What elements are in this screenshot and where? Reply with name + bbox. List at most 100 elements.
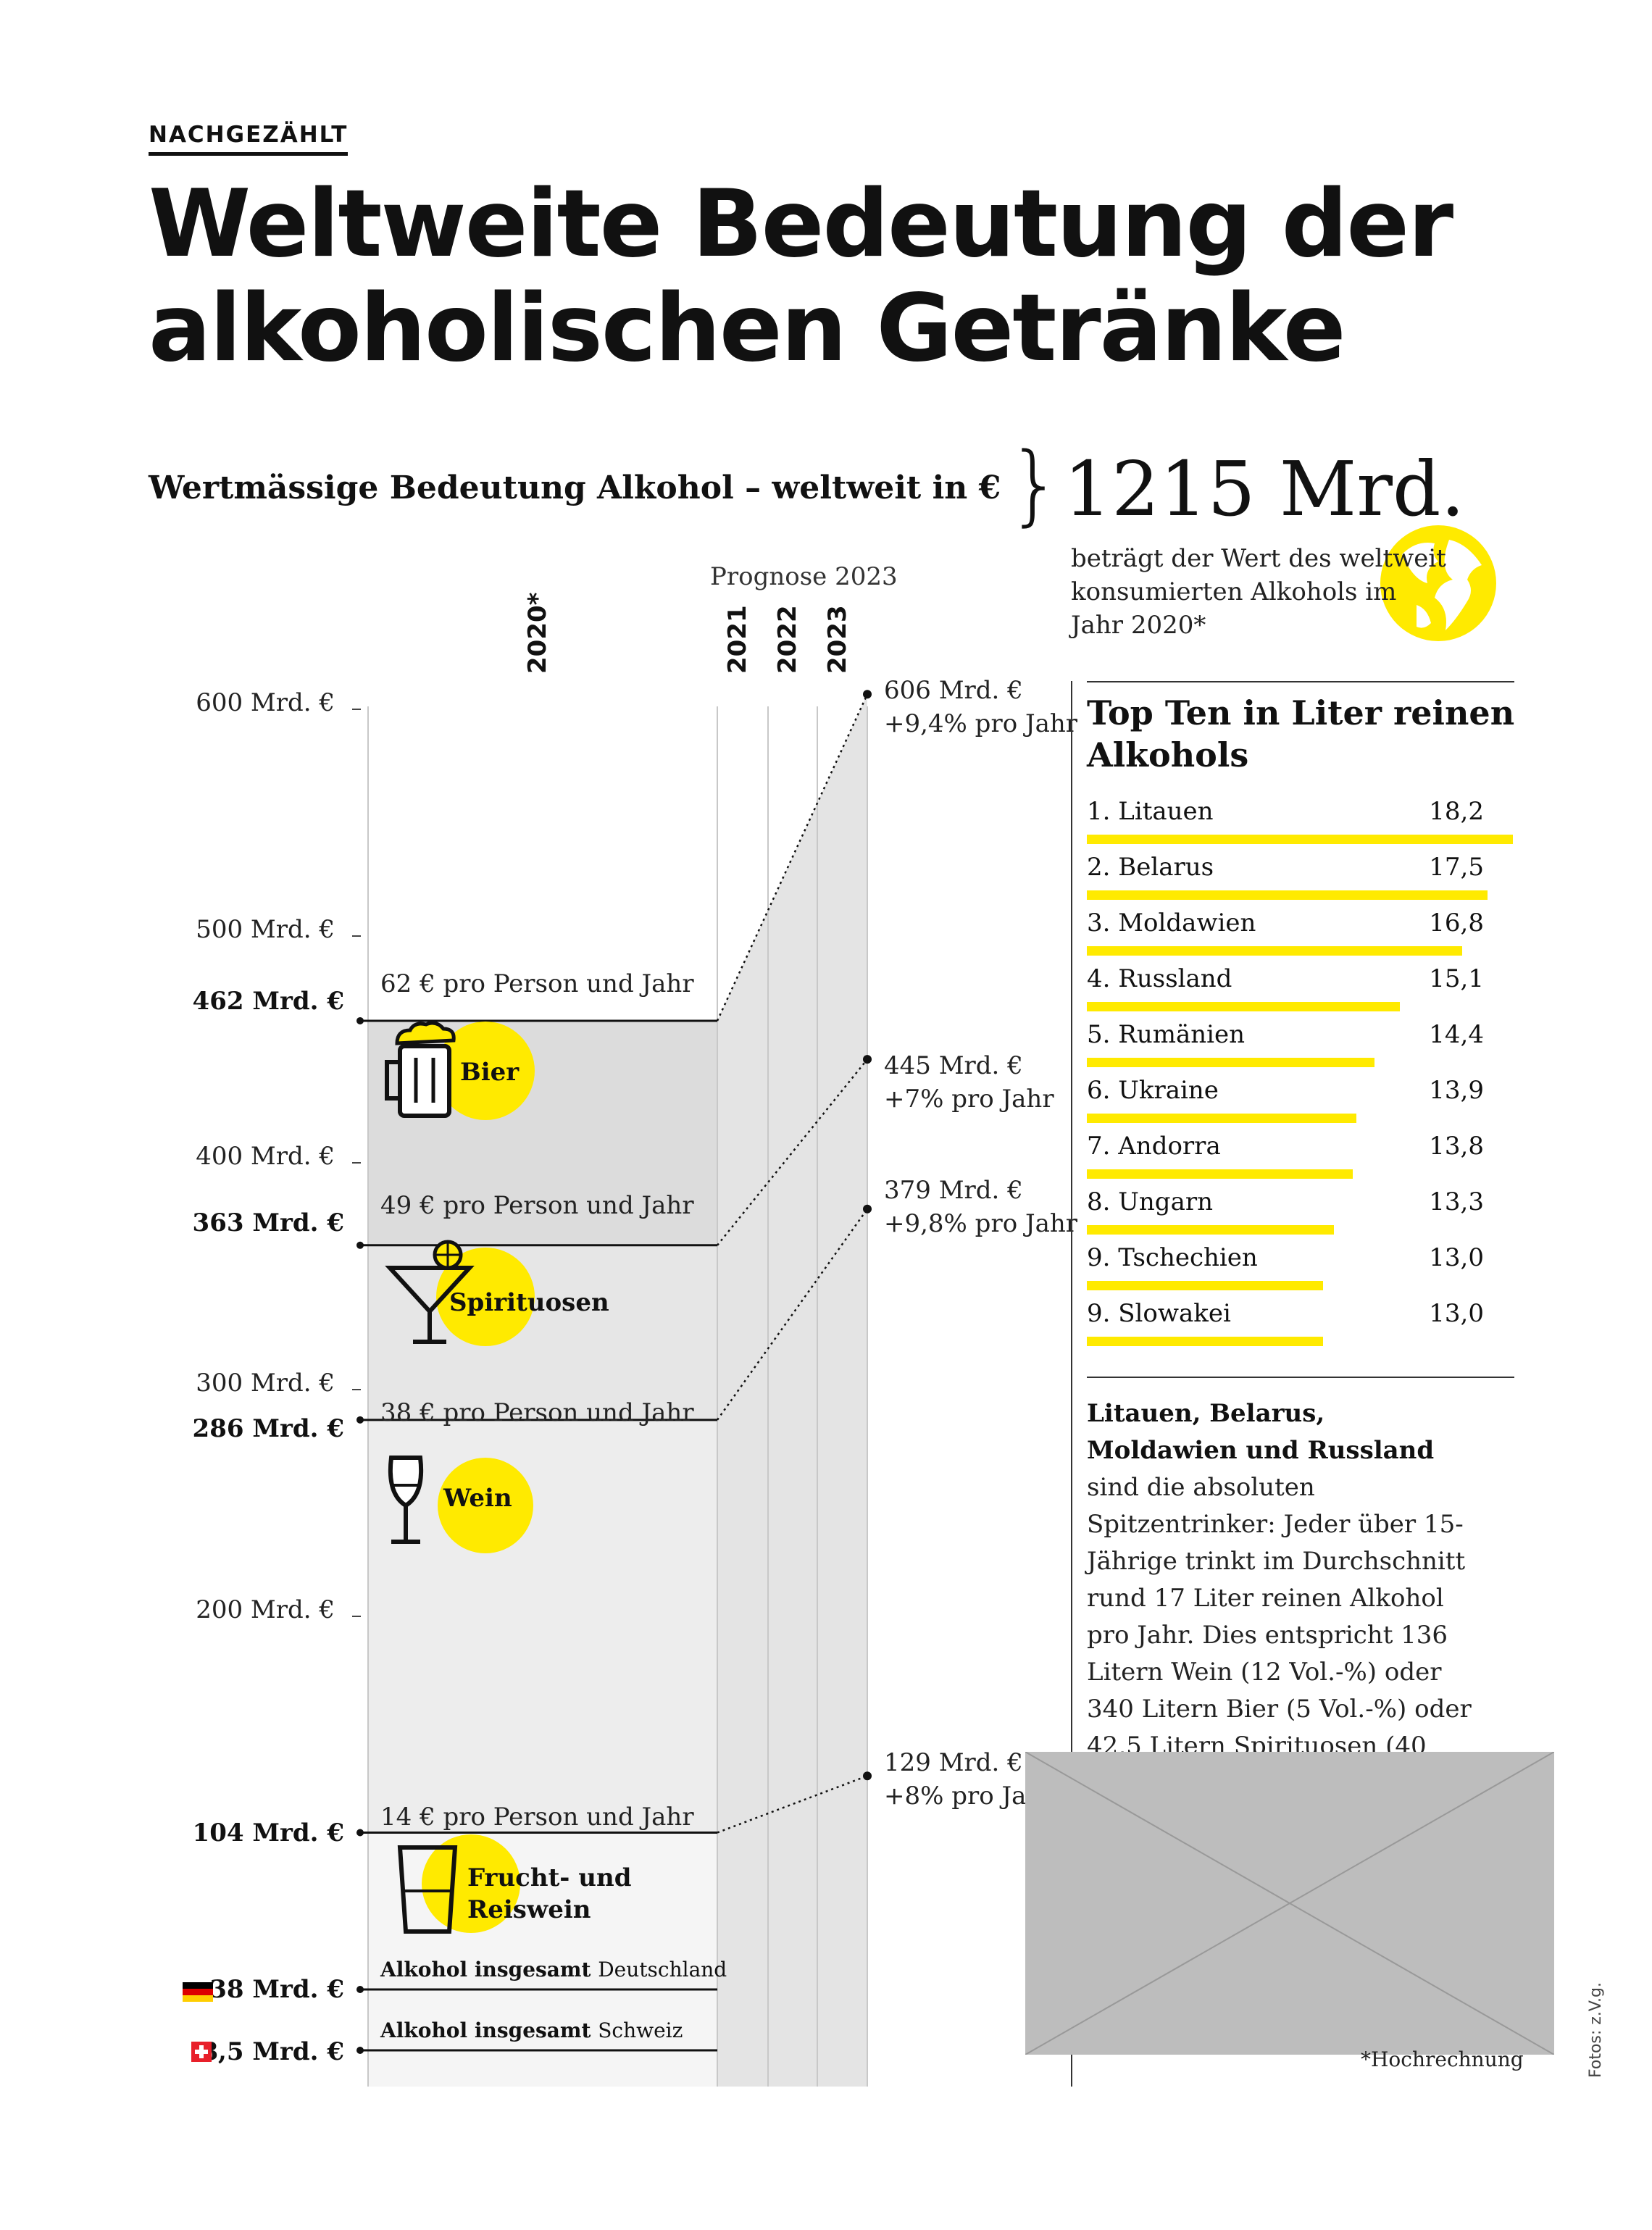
- forecast-value: 379 Mrd. €: [884, 1176, 1023, 1205]
- forecast-dot-bier: [863, 690, 872, 699]
- rank-name: 7. Andorra: [1087, 1132, 1221, 1161]
- forecast-connector-frucht-: [717, 1775, 868, 1834]
- rank-bar: [1087, 1169, 1353, 1179]
- rank-name: 4. Russland: [1087, 964, 1232, 993]
- beer-icon: [385, 1022, 535, 1120]
- list-item: 1. Litauen 18,2: [1087, 797, 1514, 848]
- total-schweiz: Alkohol insgesamt Schweiz: [380, 2018, 683, 2042]
- list-item: 8. Ungarn 13,3: [1087, 1187, 1514, 1238]
- value-dot-deutschland: [356, 1986, 364, 1993]
- list-item: 2. Belarus 17,5: [1087, 853, 1514, 903]
- top-ten-bottom-rule: [1087, 1377, 1514, 1378]
- rank-bar: [1087, 890, 1488, 900]
- rank-value: 14,4: [1429, 1020, 1484, 1049]
- value-label-spirituosen: 363 Mrd. €: [192, 1208, 344, 1237]
- y-tick: 400 Mrd. €: [196, 1142, 335, 1171]
- total-text: Alkohol insgesamt: [380, 2018, 591, 2042]
- note-body: sind die absoluten Spitzentrinker: Jeder…: [1087, 1473, 1472, 1797]
- value-dot-frucht-: [356, 1829, 364, 1837]
- rank-name: 1. Litauen: [1087, 797, 1214, 826]
- category-label-frucht: Frucht- und Reiswein: [467, 1863, 632, 1924]
- top-ten-title: Top Ten in Liter reinen Alkohols: [1087, 693, 1515, 774]
- band-spirituosen: [368, 1245, 717, 1420]
- forecast-wein: 379 Mrd. € +9,8% pro Jahr: [884, 1174, 1077, 1240]
- total-text: Alkohol insgesamt: [380, 1958, 591, 1981]
- wine-glass-icon: [388, 1456, 533, 1553]
- per-person-wein: 38 € pro Person und Jahr: [380, 1398, 694, 1427]
- category-label-wein: Wein: [443, 1484, 512, 1513]
- value-label-schweiz: 8,5 Mrd. €: [201, 2037, 344, 2066]
- rank-name: 2. Belarus: [1087, 853, 1214, 882]
- value-label-bier: 462 Mrd. €: [192, 987, 344, 1016]
- total-value: 1215 Mrd.: [1064, 445, 1465, 533]
- chart-subtitle: Wertmässige Bedeutung Alkohol – weltweit…: [149, 469, 1001, 506]
- cocktail-icon: [385, 1240, 535, 1346]
- rank-name: 3. Moldawien: [1087, 909, 1256, 937]
- rank-bar: [1087, 1281, 1323, 1290]
- photo-credit: Fotos: z.V.g.: [1587, 1982, 1605, 2078]
- rank-bar: [1087, 835, 1513, 844]
- footnote: *Hochrechnung: [1361, 2047, 1524, 2071]
- rank-value: 13,9: [1429, 1076, 1484, 1105]
- rank-value: 17,5: [1429, 853, 1484, 882]
- forecast-growth: +7% pro Jahr: [884, 1085, 1054, 1114]
- rank-value: 13,0: [1429, 1243, 1484, 1272]
- list-item: 6. Ukraine 13,9: [1087, 1076, 1514, 1127]
- rank-bar: [1087, 1058, 1374, 1067]
- brace-icon: }: [1007, 435, 1063, 535]
- forecast-value: 606 Mrd. €: [884, 676, 1023, 705]
- photo-placeholder: [1025, 1752, 1554, 2055]
- per-person-bier: 62 € pro Person und Jahr: [380, 969, 694, 998]
- total-deutschland: Alkohol insgesamt Deutschland: [380, 1958, 727, 1981]
- rank-name: 6. Ukraine: [1087, 1076, 1219, 1105]
- globe-icon: [1380, 525, 1496, 641]
- rank-value: 18,2: [1429, 797, 1484, 826]
- flag-germany-icon: [183, 1982, 213, 2002]
- list-item: 7. Andorra 13,8: [1087, 1132, 1514, 1182]
- rank-value: 15,1: [1429, 964, 1484, 993]
- rank-bar: [1087, 946, 1462, 956]
- note-bold: Litauen, Belarus, Moldawien und Russland: [1087, 1399, 1435, 1465]
- value-label-frucht: 104 Mrd. €: [192, 1818, 344, 1847]
- rank-name: 8. Ungarn: [1087, 1187, 1213, 1216]
- forecast-bier: 606 Mrd. € +9,4% pro Jahr: [884, 674, 1077, 740]
- forecast-label: Prognose 2023: [710, 562, 898, 591]
- per-person-spirituosen: 49 € pro Person und Jahr: [380, 1191, 694, 1220]
- value-dot-bier: [356, 1016, 364, 1024]
- category-label-spirituosen: Spirituosen: [449, 1288, 609, 1317]
- rank-name: 9. Slowakei: [1087, 1299, 1231, 1328]
- rank-value: 13,3: [1429, 1187, 1484, 1216]
- forecast-connector-bier: [716, 693, 869, 1022]
- forecast-value: 445 Mrd. €: [884, 1051, 1023, 1080]
- forecast-growth: +9,8% pro Jahr: [884, 1209, 1078, 1238]
- forecast-dot-wein: [863, 1204, 872, 1214]
- forecast-growth: +9,4% pro Jahr: [884, 709, 1078, 738]
- flag-switzerland-icon: [191, 2042, 212, 2062]
- forecast-connector-wein: [716, 1208, 869, 1421]
- list-item: 9. Slowakei 13,0: [1087, 1299, 1514, 1350]
- y-tick: 300 Mrd. €: [196, 1369, 335, 1398]
- rank-value: 13,8: [1429, 1132, 1484, 1161]
- value-label-wein: 286 Mrd. €: [192, 1414, 344, 1443]
- rank-name: 5. Rumänien: [1087, 1020, 1246, 1049]
- rank-bar: [1087, 1114, 1356, 1123]
- list-item: 5. Rumänien 14,4: [1087, 1020, 1514, 1071]
- forecast-value: 129 Mrd. €: [884, 1748, 1023, 1777]
- list-item: 4. Russland 15,1: [1087, 964, 1514, 1015]
- value-dot-wein: [356, 1416, 364, 1424]
- total-description: beträgt der Wert des weltweit konsumiert…: [1071, 544, 1446, 640]
- list-item: 3. Moldawien 16,8: [1087, 909, 1514, 959]
- rank-value: 13,0: [1429, 1299, 1484, 1328]
- rank-name: 9. Tschechien: [1087, 1243, 1258, 1272]
- rank-value: 16,8: [1429, 909, 1484, 937]
- forecast-connector-spirituosen: [717, 1058, 868, 1246]
- rank-bar: [1087, 1337, 1323, 1346]
- list-item: 9. Tschechien 13,0: [1087, 1243, 1514, 1294]
- value-label-deutschland: 38 Mrd. €: [209, 1975, 344, 2004]
- y-tick: 600 Mrd. €: [196, 688, 335, 717]
- y-tick: 200 Mrd. €: [196, 1595, 335, 1624]
- rank-bar: [1087, 1002, 1400, 1011]
- right-divider: [1071, 681, 1072, 2087]
- forecast-area: [717, 694, 867, 2087]
